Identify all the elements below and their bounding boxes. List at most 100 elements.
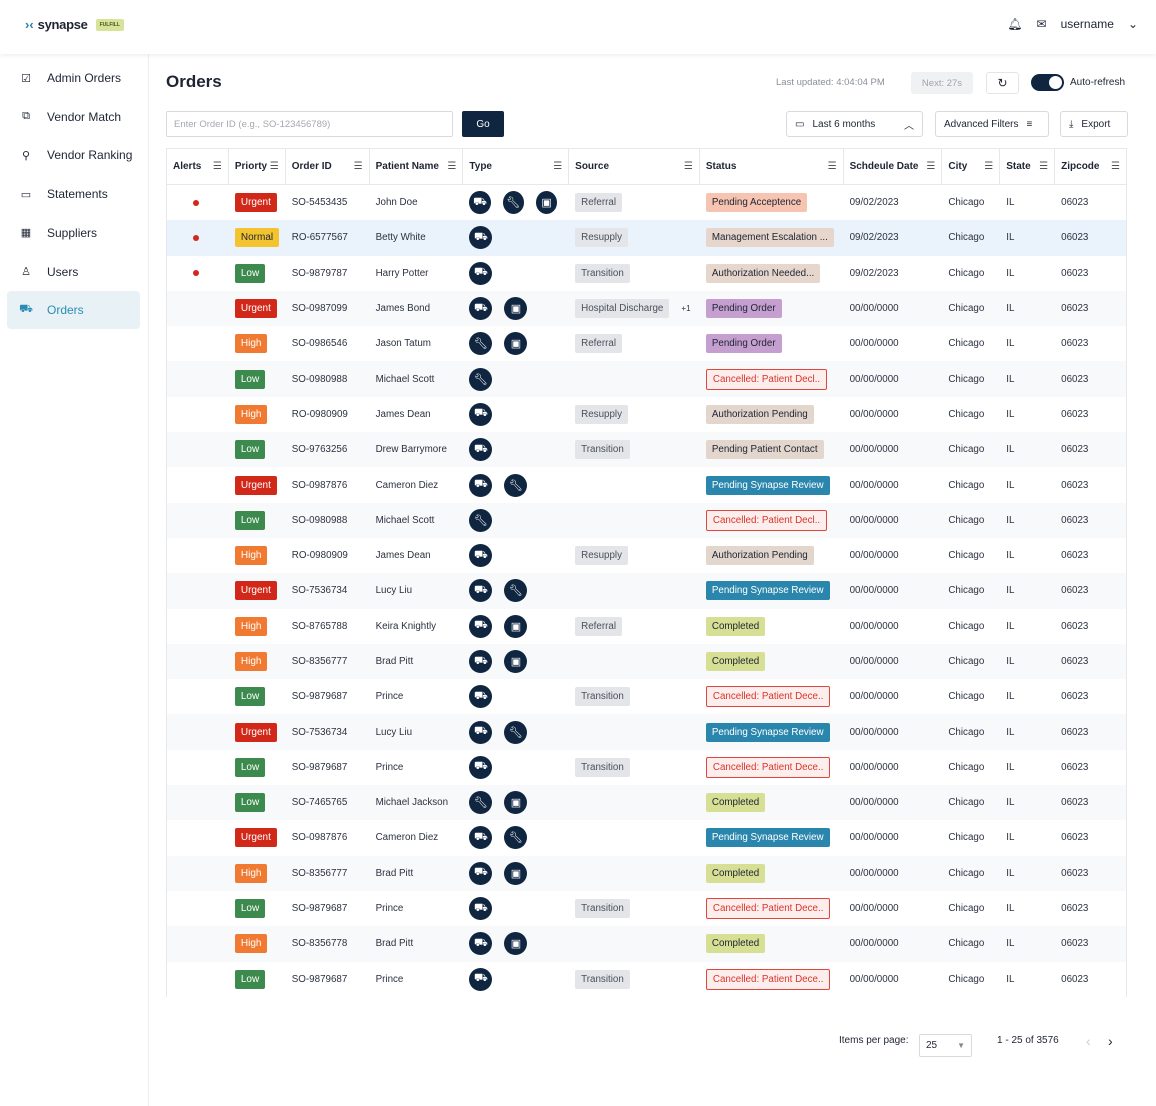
filter-icon[interactable]: ☰ <box>1039 161 1049 172</box>
table-row[interactable]: High SO-8765788 Keira Knightly ⛟ ▣ Referral Co… <box>167 609 1126 644</box>
filter-icon[interactable]: ☰ <box>447 161 457 172</box>
username[interactable]: username <box>1060 17 1114 31</box>
table-row[interactable]: Normal RO-6577567 Betty White ⛟ Resupply Mana… <box>167 220 1126 256</box>
order-id[interactable]: SO-5453435 <box>291 197 348 209</box>
column-header-patient-name[interactable]: Patient Name ☰ <box>370 149 464 184</box>
filter-icon[interactable]: ☰ <box>269 161 279 172</box>
column-header-schdeule-date[interactable]: Schdeule Date ☰ <box>844 149 943 184</box>
mail-icon[interactable]: ✉ <box>1036 17 1047 31</box>
next-page-button[interactable]: › <box>1108 1033 1113 1049</box>
order-id[interactable]: SO-0987876 <box>291 832 348 844</box>
order-id[interactable]: SO-9879687 <box>291 761 348 773</box>
table-row[interactable]: Low SO-9879687 Prince ⛟ Transition Cancelled:… <box>167 962 1126 997</box>
bell-icon[interactable]: 🔔︎ <box>1007 17 1023 31</box>
table-row[interactable]: Low SO-9879687 Prince ⛟ Transition Cancelled:… <box>167 891 1126 926</box>
order-id[interactable]: SO-9879787 <box>291 267 348 279</box>
column-header-city[interactable]: City ☰ <box>942 149 1001 184</box>
order-id[interactable]: SO-0986546 <box>291 338 348 350</box>
column-header-type[interactable]: Type ☰ <box>463 149 570 184</box>
column-header-zipcode[interactable]: Zipcode ☰ <box>1055 149 1126 184</box>
order-id[interactable]: RO-0980909 <box>291 550 348 562</box>
order-id[interactable]: RO-6577567 <box>291 232 348 244</box>
table-row[interactable]: Low SO-9763256 Drew Barrymore ⛟ Transition Pe… <box>167 432 1126 468</box>
order-id[interactable]: SO-8356777 <box>291 867 348 879</box>
table-row[interactable]: Low SO-9879687 Prince ⛟ Transition Cancelled:… <box>167 750 1126 785</box>
order-id[interactable]: SO-8356777 <box>291 656 348 667</box>
order-id[interactable]: SO-9763256 <box>291 444 348 456</box>
table-row[interactable]: Urgent SO-7536734 Lucy Liu ⛟ 🔧︎ Pending Synap… <box>167 573 1126 609</box>
order-id[interactable]: SO-9879687 <box>291 973 348 985</box>
table-row[interactable]: Low SO-9879687 Prince ⛟ Transition Cancelled:… <box>167 679 1126 714</box>
column-header-order-id[interactable]: Order ID ☰ <box>286 149 370 184</box>
source-more-count[interactable]: +1 <box>681 304 691 314</box>
table-row[interactable]: Urgent SO-0987876 Cameron Diez ⛟ 🔧︎ Pending S… <box>167 820 1126 855</box>
order-id[interactable]: SO-7536734 <box>291 726 348 738</box>
column-header-alerts[interactable]: Alerts ☰ <box>167 149 229 184</box>
order-id[interactable]: SO-8765788 <box>291 620 348 632</box>
table-row[interactable]: Urgent SO-5453435 John Doe ⛟ 🔧︎ ▣ Referral Pend… <box>167 185 1126 220</box>
filter-icon[interactable]: ☰ <box>212 161 222 172</box>
table-row[interactable]: High SO-0986546 Jason Tatum 🔧︎ ▣ Referral Pend… <box>167 326 1126 361</box>
table-row[interactable]: Low SO-9879787 Harry Potter ⛟ Transition Auth… <box>167 256 1126 291</box>
filter-icon[interactable]: ☰ <box>984 161 994 172</box>
table-cell: Lucy Liu <box>370 727 464 738</box>
order-id[interactable]: SO-0980988 <box>291 514 348 526</box>
column-header-status[interactable]: Status ☰ <box>700 149 844 184</box>
refresh-button[interactable]: ↻ <box>986 72 1019 94</box>
table-row[interactable]: Urgent SO-0987876 Cameron Diez ⛟ 🔧︎ Pending S… <box>167 467 1126 502</box>
sidebar-item-vendor-ranking[interactable]: ⚲ Vendor Ranking <box>7 136 140 174</box>
table-cell: 06023 <box>1055 762 1126 773</box>
alert-dot-icon <box>193 270 199 277</box>
table-row[interactable]: High SO-8356777 Brad Pitt ⛟ ▣ Completed 00/00/… <box>167 855 1126 891</box>
order-id-search-input[interactable] <box>166 111 453 137</box>
table-row[interactable]: Low SO-7465765 Michael Jackson 🔧︎ ▣ Completed… <box>167 785 1126 821</box>
order-id[interactable]: SO-7465765 <box>291 797 348 809</box>
filter-icon[interactable]: ☰ <box>353 161 363 172</box>
order-id[interactable]: SO-9879687 <box>291 691 348 703</box>
priority-badge: High <box>234 863 268 883</box>
filter-icon[interactable]: ☰ <box>926 161 936 172</box>
sidebar-item-users[interactable]: ♙ Users <box>7 253 140 291</box>
order-id[interactable]: SO-0980988 <box>291 373 348 385</box>
table-row[interactable]: Low SO-0980988 Michael Scott 🔧︎ Cancelled: P… <box>167 361 1126 397</box>
order-id[interactable]: SO-0987876 <box>291 479 348 491</box>
sidebar-item-orders[interactable]: ⛟ Orders <box>7 291 140 330</box>
order-id[interactable]: SO-7536734 <box>291 585 348 597</box>
advanced-filters-button[interactable]: Advanced Filters ≡ <box>935 111 1049 137</box>
patient-name: James Dean <box>375 408 431 420</box>
filter-icon[interactable]: ☰ <box>1111 161 1120 172</box>
table-row[interactable]: High SO-8356778 Brad Pitt ⛟ ▣ Completed 00/00/… <box>167 926 1126 962</box>
filter-icon[interactable]: ☰ <box>683 161 693 172</box>
chevron-down-icon[interactable]: ⌄ <box>1127 17 1138 31</box>
filter-icon[interactable]: ☰ <box>827 161 837 172</box>
table-row[interactable]: High SO-8356777 Brad Pitt ⛟ ▣ Completed 00/00/… <box>167 643 1126 680</box>
table-row[interactable]: Urgent SO-7536734 Lucy Liu ⛟ 🔧︎ Pending Synap… <box>167 714 1126 750</box>
city: Chicago <box>948 797 985 809</box>
table-header: Alerts ☰ Priorty ☰ Order ID ☰ Patient Name ☰ Typ… <box>167 149 1126 185</box>
order-id[interactable]: RO-0980909 <box>291 408 348 420</box>
filter-icon[interactable]: ☰ <box>553 161 563 172</box>
column-header-source[interactable]: Source ☰ <box>569 149 700 184</box>
column-header-priorty[interactable]: Priorty ☰ <box>229 149 286 184</box>
sidebar-item-suppliers[interactable]: ▦ Suppliers <box>7 214 140 252</box>
items-per-page-select[interactable]: 25 ▼ <box>919 1034 972 1057</box>
logo[interactable]: ›‹ synapse FULFILL <box>25 17 124 32</box>
table-cell: Low <box>229 440 286 460</box>
sidebar-item-vendor-match[interactable]: ⧉ Vendor Match <box>7 98 140 136</box>
prev-page-button[interactable]: ‹ <box>1086 1033 1091 1049</box>
table-row[interactable]: High RO-0980909 James Dean ⛟ Resupply Authori… <box>167 397 1126 432</box>
order-id[interactable]: SO-9879687 <box>291 903 348 915</box>
column-header-state[interactable]: State ☰ <box>1000 149 1056 184</box>
sidebar-item-admin-orders[interactable]: ☑ Admin Orders <box>7 59 140 97</box>
date-range-select[interactable]: ▭ Last 6 months ︿ <box>786 111 923 137</box>
go-button[interactable]: Go <box>462 111 504 137</box>
table-row[interactable]: Low SO-0980988 Michael Scott 🔧︎ Cancelled: P… <box>167 502 1126 538</box>
auto-refresh-toggle[interactable] <box>1031 74 1064 91</box>
sidebar-item-statements[interactable]: ▭ Statements <box>7 175 140 213</box>
table-cell: Chicago <box>942 444 1000 455</box>
order-id[interactable]: SO-8356778 <box>291 938 348 950</box>
table-row[interactable]: Urgent SO-0987099 James Bond ⛟ ▣ Hospital Dis… <box>167 290 1126 327</box>
table-row[interactable]: High RO-0980909 James Dean ⛟ Resupply Authori… <box>167 538 1126 573</box>
export-button[interactable]: ⤓ Export <box>1060 111 1128 137</box>
order-id[interactable]: SO-0987099 <box>291 303 348 315</box>
